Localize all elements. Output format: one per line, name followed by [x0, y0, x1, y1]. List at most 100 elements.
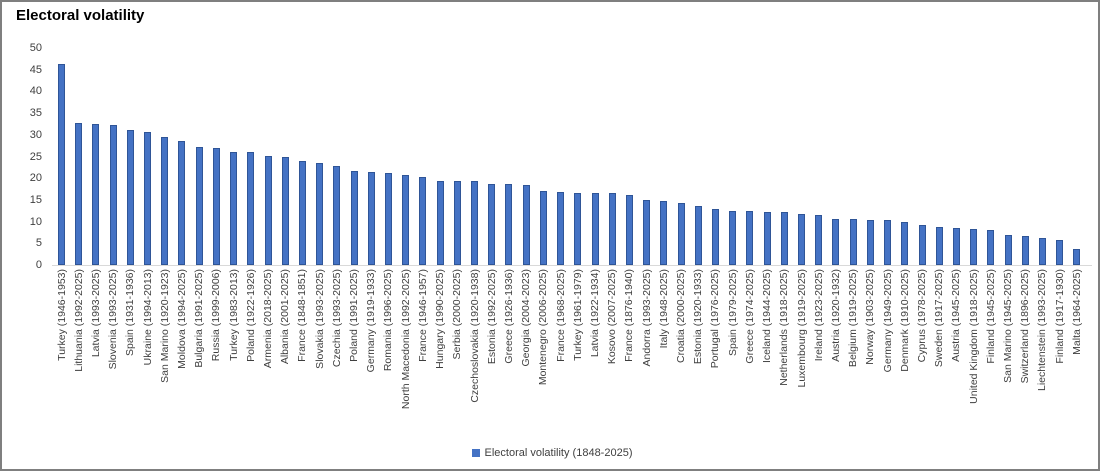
bar: [367, 171, 375, 265]
x-axis-label: Estonia (1992-2025): [485, 269, 498, 365]
x-axis-label: Lithuania (1992-2025): [72, 269, 85, 372]
bar: [488, 183, 496, 265]
bar: [126, 129, 134, 265]
bar: [58, 64, 65, 265]
x-axis-label: Finland (1917-1930): [1053, 269, 1066, 364]
x-axis-label: Austria (1920-1932): [829, 269, 842, 362]
bar: [935, 226, 943, 265]
x-axis-label: Liechtenstein (1993-2025): [1036, 269, 1049, 392]
x-axis-label: Spain (1931-1936): [124, 269, 137, 356]
x-axis-label: Slovakia (1993-2025): [313, 269, 326, 369]
bar: [75, 122, 83, 265]
bar: [212, 148, 220, 265]
x-axis-label: Montenegro (2006-2025): [537, 269, 550, 386]
y-axis-label: 50: [29, 42, 42, 54]
bar: [815, 215, 823, 265]
bar: [350, 171, 358, 265]
bar: [144, 131, 152, 265]
bar: [92, 123, 100, 265]
x-axis-label: Finland (1945-2025): [984, 269, 997, 364]
x-axis-label: San Marino (1945-2025): [1002, 269, 1015, 383]
x-axis-label: Czechoslovakia (1920-1938): [468, 269, 481, 403]
x-axis-label: Romania (1996-2025): [382, 269, 395, 372]
bar: [1021, 235, 1029, 265]
bar: [316, 163, 324, 265]
bar: [1004, 235, 1012, 265]
x-axis-label: Andorra (1993-2025): [640, 269, 653, 367]
y-axis-label: 40: [29, 85, 42, 98]
y-axis-label: 10: [29, 215, 42, 228]
bar: [1073, 249, 1081, 265]
bar: [591, 192, 599, 265]
y-axis-label: 35: [29, 107, 42, 120]
bar: [625, 195, 633, 265]
bar: [264, 156, 272, 265]
x-axis-label: Serbia (2000-2025): [451, 269, 464, 360]
x-axis-label: Switzerland (1896-2025): [1019, 269, 1032, 384]
bar: [952, 228, 960, 265]
x-axis-label: France (1876-1940): [623, 269, 636, 362]
bar: [281, 157, 289, 265]
bar: [539, 190, 547, 265]
bar: [694, 205, 702, 265]
bar: [780, 212, 788, 265]
bar: [608, 193, 616, 265]
bar: [453, 180, 461, 265]
x-axis-label: Cyprus (1978-2025): [916, 269, 928, 363]
x-axis-label: Turkey (1946-1953): [55, 269, 68, 361]
y-axis-label: 25: [29, 150, 42, 163]
x-axis-label: Slovenia (1993-2025): [107, 269, 120, 370]
x-axis-label: Netherlands (1918-2025): [778, 269, 791, 386]
bar: [298, 160, 306, 265]
bar: [402, 174, 410, 265]
x-axis-label: Sweden (1917-2025): [933, 269, 946, 368]
x-axis-label: San Marino (1920-1923): [158, 269, 171, 383]
bar: [109, 125, 117, 265]
bar: [729, 210, 737, 265]
bar: [763, 211, 771, 265]
x-axis-label: North Macedonia (1992-2025): [399, 269, 412, 410]
bar: [677, 203, 685, 265]
x-axis-label: Poland (1991-2025): [348, 269, 361, 362]
x-axis-label: Czechia (1993-2025): [330, 269, 343, 368]
y-axis-label: 20: [29, 172, 42, 185]
bar: [230, 151, 238, 265]
x-axis-label: France (1946-1957): [416, 269, 429, 362]
bar: [161, 137, 169, 265]
x-axis-line: [52, 265, 1092, 266]
bar: [970, 229, 978, 265]
x-axis-label: Spain (1979-2025): [726, 269, 739, 356]
bar: [1038, 238, 1046, 265]
x-axis-label: Ukraine (1994-2013): [141, 269, 154, 366]
x-axis-label: Portugal (1976-2025): [709, 269, 722, 369]
x-axis-label: Armenia (2018-2025): [262, 269, 275, 369]
x-axis-label: Latvia (1993-2025): [89, 269, 102, 358]
bar: [178, 140, 186, 265]
y-axis-label: 30: [29, 128, 42, 141]
bar: [849, 218, 857, 265]
bar: [522, 184, 530, 265]
bar: [471, 181, 479, 265]
x-axis-label: Moldova (1994-2025): [175, 269, 188, 369]
x-axis-label: Latvia (1922-1934): [589, 269, 601, 358]
bar: [419, 176, 427, 265]
bar: [1056, 240, 1064, 265]
x-axis-label: Turkey (1961-1979): [571, 269, 584, 361]
bar: [436, 180, 444, 265]
legend-marker: [471, 449, 480, 457]
bar: [901, 221, 909, 265]
x-axis-label: Turkey (1983-2013): [227, 269, 240, 361]
bar: [643, 199, 651, 265]
x-axis-label: Norway (1903-2025): [864, 269, 877, 365]
x-axis-label: Poland (1922-1926): [244, 269, 257, 362]
x-axis-label: Germany (1919-1933): [365, 269, 378, 373]
x-axis-label: Greece (1974-2025): [743, 269, 756, 364]
x-axis-label: Kosovo (2007-2025): [606, 269, 619, 365]
y-axis-label: 5: [35, 237, 42, 250]
x-axis-label: Belgium (1919-2025): [847, 269, 860, 368]
x-axis-label: Albania (2001-2025): [279, 269, 292, 365]
bar: [832, 218, 840, 265]
bar: [711, 208, 719, 265]
x-axis-label: Hungary (1990-2025): [434, 269, 447, 369]
